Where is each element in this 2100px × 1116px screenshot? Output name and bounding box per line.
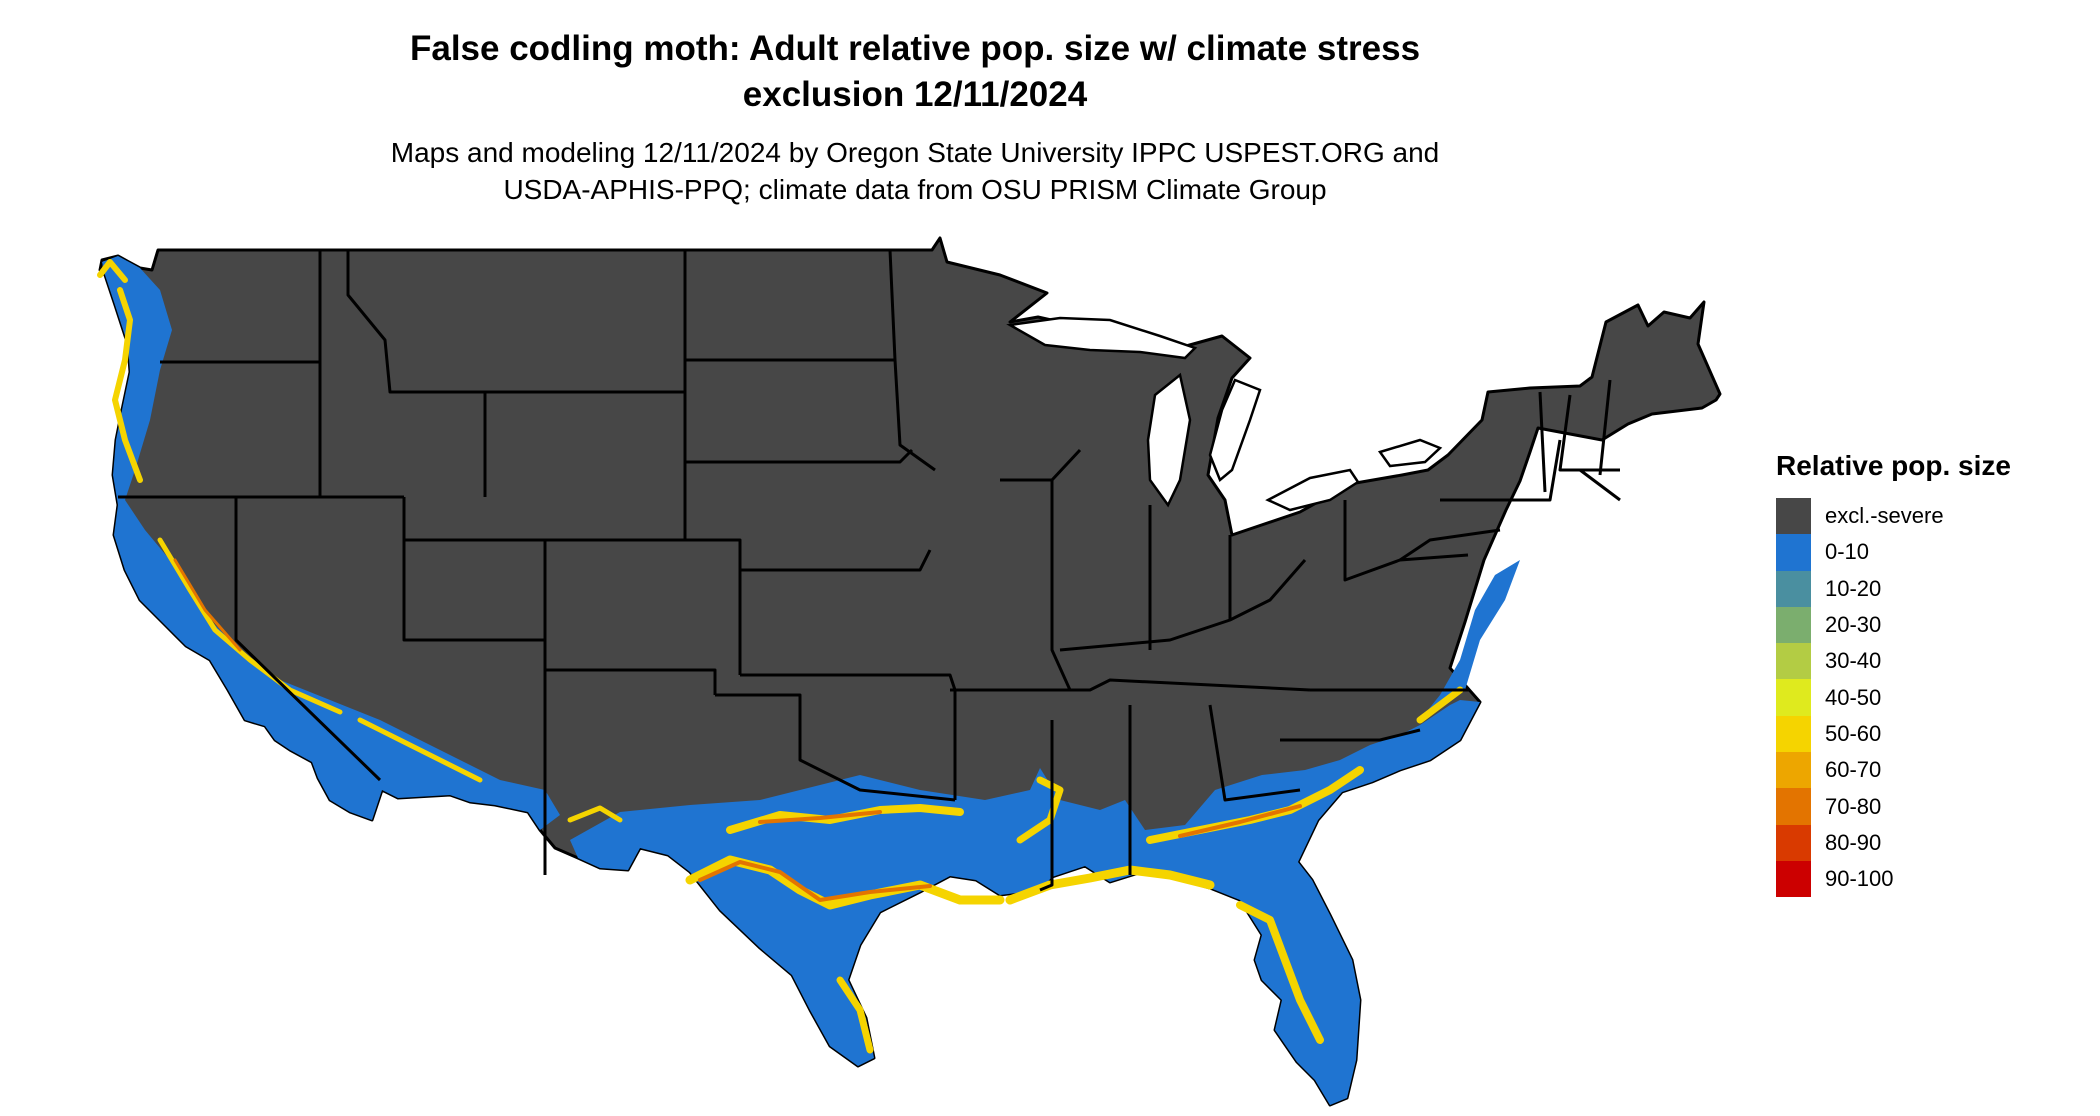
legend-swatch: [1776, 643, 1811, 680]
us-landmass: [98, 236, 1722, 1107]
legend-title: Relative pop. size: [1776, 450, 2011, 481]
legend-swatch: [1776, 570, 1811, 607]
legend-item: 20-30: [1776, 606, 2011, 644]
legend-swatch: [1776, 824, 1811, 861]
great-lakes: [1006, 316, 1443, 512]
legend-items: excl.-severe 0-10 10-20 20-30 30-40 40-50 50-6…: [1776, 498, 2011, 898]
legend-swatch: [1776, 534, 1811, 571]
legend-label: 20-30: [1825, 612, 1882, 638]
legend-item: 0-10: [1776, 534, 2011, 571]
legend-label: 60-70: [1825, 757, 1882, 783]
title-block: False codling moth: Adult relative pop. …: [300, 26, 1530, 208]
legend-swatch: [1776, 715, 1811, 753]
legend-swatch: [1776, 860, 1811, 898]
legend-label: 40-50: [1825, 684, 1882, 710]
habitable-zone-west: [102, 256, 560, 830]
legend-swatch: [1776, 752, 1811, 789]
legend: Relative pop. size excl.-severe 0-10 10-20…: [1776, 450, 2011, 898]
habitable-zone-east-coast: [1420, 560, 1520, 720]
map-title-line-2: exclusion 12/11/2024: [742, 75, 1088, 114]
legend-label: 10-20: [1825, 575, 1882, 601]
legend-item: 90-100: [1776, 860, 2011, 898]
legend-item: 50-60: [1776, 715, 2011, 753]
legend-swatch: [1776, 606, 1811, 644]
map-subtitle-line-1: Maps and modeling 12/11/2024 by Oregon S…: [390, 137, 1440, 168]
legend-label: 0-10: [1825, 539, 1870, 565]
legend-item: 70-80: [1776, 788, 2011, 825]
legend-item: 60-70: [1776, 752, 2011, 789]
legend-label: 70-80: [1825, 793, 1882, 819]
habitable-zone-south: [570, 700, 1480, 1105]
legend-item: 10-20: [1776, 570, 2011, 607]
legend-label: excl.-severe: [1825, 503, 1944, 529]
legend-swatch: [1776, 679, 1811, 716]
legend-item: 40-50: [1776, 679, 2011, 716]
legend-label: 30-40: [1825, 648, 1882, 674]
legend-label: 90-100: [1825, 866, 1894, 892]
state-boundaries: [118, 249, 1621, 892]
map-subtitle-line-2: USDA-APHIS-PPQ; climate data from OSU PR…: [503, 174, 1327, 205]
legend-label: 50-60: [1825, 720, 1882, 746]
legend-swatch: [1776, 788, 1811, 825]
legend-item: 30-40: [1776, 643, 2011, 680]
map-title-line-1: False codling moth: Adult relative pop. …: [409, 29, 1421, 68]
legend-item: excl.-severe: [1776, 498, 2011, 535]
legend-label: 80-90: [1825, 829, 1882, 855]
legend-swatch: [1776, 498, 1811, 535]
legend-item: 80-90: [1776, 824, 2011, 861]
